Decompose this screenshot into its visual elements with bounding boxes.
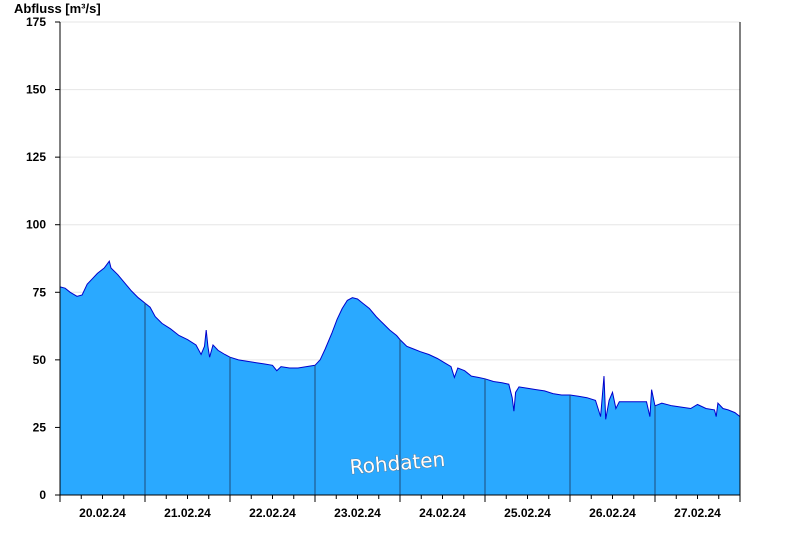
x-tick-label-3: 23.02.24 xyxy=(334,506,381,520)
x-tick-label-5: 25.02.24 xyxy=(504,506,551,520)
discharge-line xyxy=(59,260,741,420)
x-tick-label-2: 22.02.24 xyxy=(249,506,296,520)
day-dividers xyxy=(144,303,656,495)
x-ticks: 20.02.24 21.02.24 22.02.24 23.02.24 24.02.24… xyxy=(59,495,741,520)
x-tick-label-7: 27.02.24 xyxy=(674,506,721,520)
x-tick-label-6: 26.02.24 xyxy=(589,506,636,520)
x-tick-label-4: 24.02.24 xyxy=(419,506,466,520)
y-tick-label-25: 25 xyxy=(33,420,47,434)
y-tick-label-100: 100 xyxy=(26,218,46,232)
x-tick-label-1: 21.02.24 xyxy=(164,506,211,520)
y-tick-label-50: 50 xyxy=(33,353,47,367)
y-ticks: 0 25 50 75 100 125 150 175 xyxy=(26,15,60,502)
x-tick-label-0: 20.02.24 xyxy=(79,506,126,520)
y-tick-label-175: 175 xyxy=(26,15,46,29)
y-tick-label-0: 0 xyxy=(39,488,46,502)
y-tick-label-75: 75 xyxy=(33,285,47,299)
y-tick-label-150: 150 xyxy=(26,83,46,97)
y-tick-label-125: 125 xyxy=(26,150,46,164)
y-axis-label: Abfluss [m³/s] xyxy=(14,1,101,16)
